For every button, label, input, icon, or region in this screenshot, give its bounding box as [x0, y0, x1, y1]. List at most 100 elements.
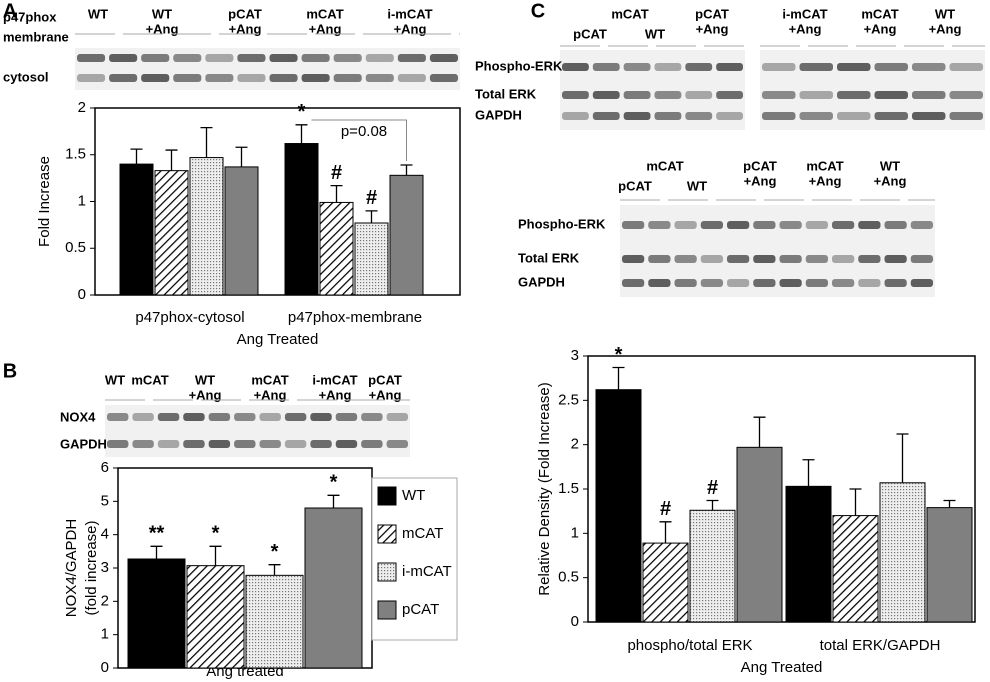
bar: [127, 558, 186, 669]
significance-mark: *: [271, 541, 279, 563]
blot-band: [208, 440, 231, 448]
blot-band: [77, 74, 106, 82]
lane-label: mCAT: [131, 372, 168, 387]
significance-mark: #: [366, 187, 377, 209]
significance-mark: *: [212, 523, 220, 545]
blot-band: [333, 54, 362, 62]
lane-label: WT: [645, 26, 665, 41]
blot-band: [622, 221, 645, 229]
lane-label: pCAT: [743, 158, 777, 173]
error-bar: [849, 488, 862, 516]
blot-band: [365, 54, 394, 62]
blot-band: [284, 413, 307, 421]
lane-label: +Ang: [254, 387, 287, 402]
bar: [154, 170, 189, 296]
x-tick-label: phospho/total ERK: [627, 637, 752, 654]
lane-label: +Ang: [229, 21, 262, 36]
blot-band: [429, 54, 458, 62]
lane-label: WT: [88, 6, 108, 21]
blot-band: [183, 440, 205, 448]
blot-band: [623, 112, 651, 120]
panel-label: C: [531, 0, 545, 22]
blot-band: [799, 112, 833, 120]
lane-label: WT: [105, 372, 125, 387]
legend-swatch: [377, 524, 397, 544]
error-bar: [612, 366, 625, 390]
blot-band: [269, 74, 298, 82]
blot-band: [132, 413, 154, 421]
blot-band: [386, 440, 408, 448]
blot-band: [805, 255, 828, 263]
significance-mark: #: [707, 477, 718, 499]
blot-band: [674, 221, 697, 229]
blot-band: [805, 221, 828, 229]
blot-band: [361, 413, 383, 421]
lane-label: +Ang: [744, 173, 777, 188]
row-label: Phospho-ERK: [518, 216, 606, 231]
y-axis-label: Fold Increase: [36, 156, 53, 247]
blot-band: [259, 440, 281, 448]
blot-band: [762, 112, 796, 120]
blot-band: [912, 112, 946, 120]
y-tick-label: 4: [101, 526, 109, 543]
blot-band: [654, 91, 682, 99]
blot-band: [562, 112, 589, 120]
lane-label: pCAT: [228, 6, 262, 21]
blot-band: [173, 54, 202, 62]
lane-label: i-mCAT: [312, 372, 357, 387]
blot-band: [837, 91, 871, 99]
blot-band: [832, 221, 855, 229]
error-bar: [330, 184, 343, 203]
blot-band: [205, 54, 234, 62]
blot-band: [727, 279, 750, 287]
blot-image: [760, 50, 985, 130]
y-tick-label: 1.5: [558, 480, 579, 497]
bar: [595, 389, 642, 623]
error-bar: [130, 148, 143, 165]
blot-band: [674, 279, 697, 287]
blot-band: [234, 440, 256, 448]
bracket: [311, 119, 407, 162]
y-tick-label: 3: [571, 347, 579, 364]
blot-band: [884, 255, 907, 263]
bracket-label: p=0.08: [341, 123, 387, 140]
x-tick-label: total ERK/GAPDH: [820, 637, 941, 654]
blot-band: [884, 221, 907, 229]
lane-label: WT: [152, 6, 172, 21]
y-axis-label: Relative Density (Fold Increase): [536, 382, 553, 595]
error-bar: [150, 545, 163, 559]
blot-band: [109, 74, 138, 82]
error-bar: [365, 210, 378, 224]
error-bar: [896, 433, 909, 483]
lane-label: mCAT: [646, 158, 683, 173]
blot-band: [141, 54, 170, 62]
lane-label: +Ang: [394, 21, 427, 36]
panel-label: A: [3, 0, 17, 22]
lane-label: +Ang: [319, 387, 352, 402]
y-tick-label: 0: [78, 286, 86, 303]
lane-label: pCAT: [573, 26, 607, 41]
bar: [245, 574, 304, 669]
blot-band: [77, 54, 106, 62]
blot-band: [912, 63, 946, 71]
blot-band: [674, 255, 697, 263]
blot-band: [700, 255, 723, 263]
row-label: Phospho-ERK: [475, 58, 563, 73]
blot-band: [132, 440, 154, 448]
bar: [304, 507, 363, 669]
row-label: Total ERK: [475, 86, 537, 101]
blot-band: [205, 74, 234, 82]
y-tick-label: 2: [78, 99, 86, 116]
blot-band: [310, 413, 332, 421]
error-bar: [327, 494, 340, 508]
lane-label: i-mCAT: [782, 6, 827, 21]
x-tick-label: p47phox-cytosol: [135, 309, 244, 326]
blot-band: [259, 413, 281, 421]
bar: [284, 143, 319, 296]
blot-band: [949, 91, 983, 99]
blot-band: [884, 279, 907, 287]
blot-band: [622, 255, 645, 263]
error-bar: [200, 126, 213, 158]
blot-band: [805, 279, 828, 287]
blot-band: [335, 440, 358, 448]
